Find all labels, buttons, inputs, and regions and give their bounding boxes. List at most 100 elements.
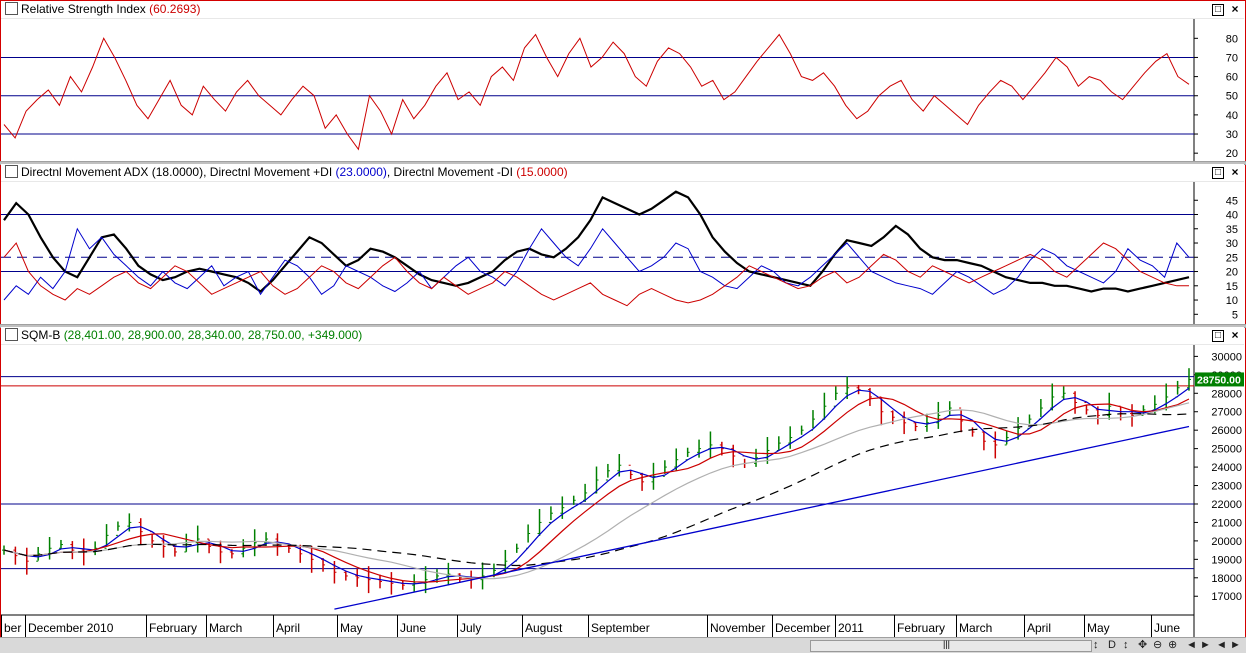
x-tick-label: 2011 bbox=[838, 621, 864, 635]
rsi-chart: 80 70 60 50 40 30 20 bbox=[1, 19, 1238, 161]
pan-icon[interactable]: ✥ bbox=[1138, 639, 1148, 651]
y-tick-label: 18000 bbox=[1211, 573, 1242, 585]
x-tick-label: ber bbox=[4, 621, 21, 635]
toolbar-icon-d[interactable]: D bbox=[1108, 639, 1116, 651]
rsi-title: Relative Strength Index bbox=[21, 2, 146, 16]
page-right-button[interactable]: ► bbox=[1230, 639, 1241, 651]
minus-di-title: Directnl Movement -DI bbox=[393, 165, 513, 179]
y-tick-label: 50 bbox=[1226, 91, 1238, 103]
title-separator: , bbox=[386, 165, 394, 179]
moving-average-medium bbox=[3, 396, 1190, 583]
x-tick-label: September bbox=[591, 621, 650, 635]
dmi-pane: Directnl Movement ADX (18.0000), Directn… bbox=[1, 164, 1244, 324]
symbol-title: SQM-B bbox=[21, 328, 61, 342]
y-tick-label: 24000 bbox=[1211, 462, 1242, 474]
maximize-button[interactable]: □ bbox=[1212, 4, 1224, 16]
series-line-relative-strength-index bbox=[3, 33, 1190, 151]
maximize-button[interactable]: □ bbox=[1212, 330, 1224, 342]
y-tick-label: 40 bbox=[1226, 210, 1238, 222]
pane-icon bbox=[5, 165, 18, 178]
rsi-pane-title: Relative Strength Index (60.2693) □ × bbox=[1, 1, 1244, 19]
scroll-right-button[interactable]: ► bbox=[1200, 639, 1211, 651]
y-tick-label: 15 bbox=[1226, 281, 1238, 293]
page-left-button[interactable]: ◄ bbox=[1216, 639, 1227, 651]
plus-di-value: (23.0000) bbox=[335, 165, 387, 179]
zoom-in-icon[interactable]: ⊕ bbox=[1168, 639, 1178, 651]
x-tick-label: April bbox=[276, 621, 300, 635]
x-tick-label: June bbox=[400, 621, 426, 635]
scrollbar-thumb[interactable]: ||| bbox=[810, 639, 1092, 652]
y-tick-label: 70 bbox=[1226, 52, 1238, 64]
y-tick-label: 35 bbox=[1226, 224, 1238, 236]
rsi-pane: Relative Strength Index (60.2693) □ × 80… bbox=[1, 1, 1244, 161]
y-tick-label: 20000 bbox=[1211, 536, 1242, 548]
scroll-left-button[interactable]: ◄ bbox=[1186, 639, 1197, 651]
close-button[interactable]: × bbox=[1230, 328, 1240, 342]
support-trendline bbox=[334, 425, 1190, 610]
last-price-label: 28750.00 bbox=[1197, 374, 1241, 386]
y-tick-label: 20 bbox=[1226, 148, 1238, 160]
y-tick-label: 45 bbox=[1226, 195, 1238, 207]
y-tick-label: 40 bbox=[1226, 110, 1238, 122]
price-pane-title: SQM-B (28,401.00, 28,900.00, 28,340.00, … bbox=[1, 327, 1244, 345]
rsi-value: (60.2693) bbox=[149, 2, 201, 16]
x-tick-label: March bbox=[959, 621, 992, 635]
y-tick-label: 30 bbox=[1226, 238, 1238, 250]
y-tick-label: 30000 bbox=[1211, 351, 1242, 363]
x-tick-label: June bbox=[1154, 621, 1180, 635]
minus-di-value: (15.0000) bbox=[516, 165, 568, 179]
x-tick-label: December 2010 bbox=[28, 621, 114, 635]
y-tick-label: 23000 bbox=[1211, 481, 1242, 493]
x-tick-label: March bbox=[209, 621, 242, 635]
scroll-grip: ||| bbox=[943, 639, 951, 649]
x-tick-label: May bbox=[1087, 621, 1110, 635]
y-tick-label: 22000 bbox=[1211, 499, 1242, 511]
toolbar-icon-updown[interactable]: ↕ bbox=[1123, 639, 1129, 651]
x-tick-label: May bbox=[340, 621, 363, 635]
y-tick-label: 17000 bbox=[1211, 591, 1242, 603]
y-tick-label: 28000 bbox=[1211, 388, 1242, 400]
y-tick-label: 10 bbox=[1226, 295, 1238, 307]
moving-average-very-long bbox=[3, 413, 1190, 567]
bottom-toolbar: ||| ↕ D ↕ ✥ ⊖ ⊕ ◄ ► ◄ ► bbox=[0, 637, 1246, 653]
x-tick-label: July bbox=[460, 621, 481, 635]
x-tick-label: November bbox=[710, 621, 765, 635]
last-price-marker bbox=[1195, 372, 1244, 387]
pane-icon bbox=[5, 328, 18, 341]
x-tick-label: August bbox=[525, 621, 563, 635]
y-tick-label: 20 bbox=[1226, 267, 1238, 279]
x-tick-label: February bbox=[897, 621, 945, 635]
close-button[interactable]: × bbox=[1230, 165, 1240, 179]
series-line-directnl-movement-adx bbox=[3, 190, 1190, 293]
close-button[interactable]: × bbox=[1230, 2, 1240, 16]
ohlc-values: (28,401.00, 28,900.00, 28,340.00, 28,750… bbox=[63, 328, 363, 342]
adx-value: (18.0000) bbox=[151, 165, 204, 179]
plus-di-title: Directnl Movement +DI bbox=[209, 165, 333, 179]
x-tick-label: February bbox=[149, 621, 197, 635]
title-separator: , bbox=[203, 165, 210, 179]
y-tick-label: 25 bbox=[1226, 252, 1238, 264]
x-tick-label: December bbox=[775, 621, 830, 635]
series-line-directnl-movement-di bbox=[3, 242, 1189, 307]
toolbar-icon-1[interactable]: ↕ bbox=[1093, 639, 1099, 651]
x-tick-label: April bbox=[1027, 621, 1051, 635]
adx-title: Directnl Movement ADX bbox=[21, 165, 149, 179]
y-tick-label: 30 bbox=[1226, 129, 1238, 141]
y-tick-label: 80 bbox=[1226, 33, 1238, 45]
y-tick-label: 27000 bbox=[1211, 407, 1242, 419]
price-chart: 3000029000280002700026000250002400023000… bbox=[1, 345, 1244, 637]
zoom-out-icon[interactable]: ⊖ bbox=[1153, 639, 1163, 651]
y-tick-label: 60 bbox=[1226, 72, 1238, 84]
maximize-button[interactable]: □ bbox=[1212, 167, 1224, 179]
dmi-chart: 45 40 35 30 25 20 15 10 5 bbox=[1, 182, 1238, 324]
y-tick-label: 26000 bbox=[1211, 425, 1242, 437]
dmi-pane-title: Directnl Movement ADX (18.0000), Directn… bbox=[1, 164, 1244, 182]
pane-icon bbox=[5, 2, 18, 15]
price-pane: SQM-B (28,401.00, 28,900.00, 28,340.00, … bbox=[1, 327, 1244, 637]
y-tick-label: 5 bbox=[1232, 309, 1238, 321]
series-line-directnl-movement-di bbox=[3, 227, 1190, 301]
y-tick-label: 25000 bbox=[1211, 444, 1242, 456]
moving-average-long bbox=[3, 402, 1190, 580]
y-tick-label: 19000 bbox=[1211, 554, 1242, 566]
y-tick-label: 21000 bbox=[1211, 517, 1242, 529]
